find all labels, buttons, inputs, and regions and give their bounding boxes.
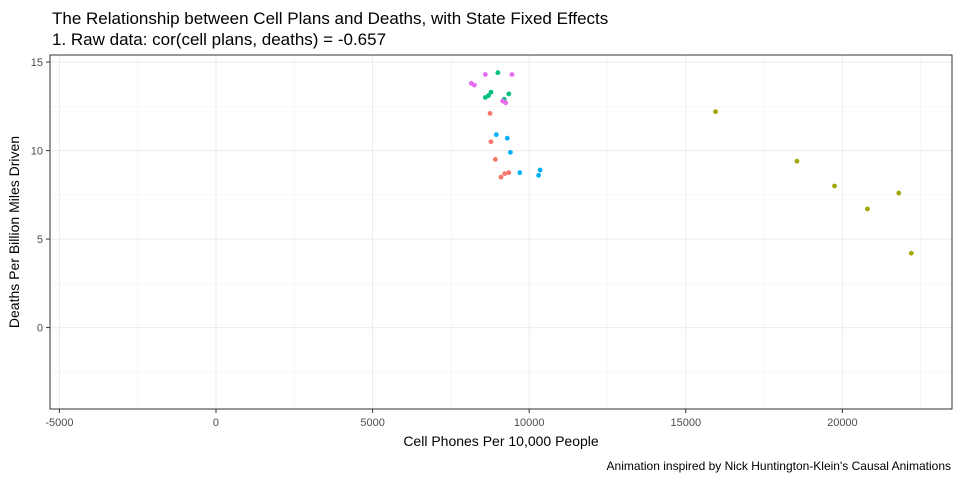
data-point — [865, 206, 870, 212]
data-point — [487, 111, 493, 116]
axis-ticks: -5000 0 5000 10000 15000 20000 0 5 10 15 — [31, 57, 858, 429]
data-point — [482, 72, 488, 77]
plot-panel — [50, 55, 952, 409]
data-point — [488, 89, 494, 95]
x-tick-label: 10000 — [514, 417, 545, 429]
data-point — [536, 172, 541, 178]
data-point — [486, 93, 491, 99]
y-axis-label: Deaths Per Billion Miles Driven — [6, 136, 22, 328]
x-tick-label: -5000 — [45, 417, 73, 429]
data-point — [503, 100, 509, 106]
data-point — [506, 170, 512, 176]
data-point — [537, 167, 543, 173]
data-point — [509, 72, 515, 77]
chart-title: The Relationship between Cell Plans and … — [52, 9, 608, 28]
data-point — [507, 149, 513, 155]
chart-caption: Animation inspired by Nick Huntington-Kl… — [607, 459, 951, 473]
x-tick-label: 5000 — [360, 417, 384, 429]
y-tick-label: 10 — [31, 146, 43, 158]
y-tick-label: 5 — [37, 234, 43, 246]
y-tick-label: 15 — [31, 57, 43, 69]
data-point — [896, 190, 902, 196]
grid-lines — [50, 55, 952, 409]
data-point — [488, 139, 494, 145]
x-tick-label: 0 — [213, 417, 219, 429]
x-tick-label: 20000 — [827, 417, 858, 429]
plot-border — [49, 54, 953, 410]
data-point — [832, 183, 837, 189]
data-point — [504, 135, 510, 141]
data-point — [517, 170, 523, 176]
data-point — [492, 157, 498, 162]
data-point — [794, 158, 800, 164]
data-point — [495, 70, 501, 76]
data-point — [471, 82, 477, 88]
data-points — [468, 70, 914, 256]
data-point — [908, 250, 914, 256]
data-point — [502, 171, 508, 176]
data-point — [498, 174, 504, 180]
y-tick-label: 0 — [37, 323, 43, 335]
data-point — [506, 91, 512, 97]
data-point — [493, 132, 499, 138]
x-axis-label: Cell Phones Per 10,000 People — [403, 433, 599, 449]
x-tick-label: 15000 — [670, 417, 701, 429]
chart-subtitle: 1. Raw data: cor(cell plans, deaths) = -… — [52, 30, 386, 49]
data-point — [713, 109, 718, 115]
